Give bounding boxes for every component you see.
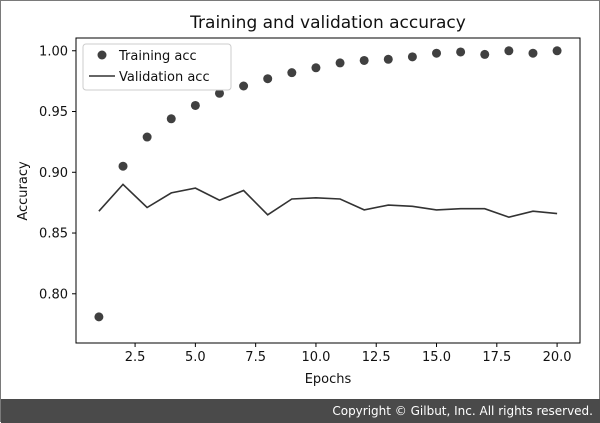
y-tick-label: 0.90	[39, 166, 68, 181]
training-acc-point	[407, 52, 417, 62]
training-acc-point	[456, 47, 466, 57]
copyright-text: Copyright © Gilbut, Inc. All rights rese…	[332, 404, 593, 418]
y-axis-ticks: 0.80 0.85 0.90 0.95 1.00	[39, 44, 76, 302]
chart-title: Training and validation accuracy	[189, 13, 466, 33]
x-tick-label: 5.0	[185, 350, 206, 365]
training-acc-point	[263, 74, 273, 84]
series-layer	[94, 46, 562, 322]
training-acc-point	[190, 100, 200, 110]
training-acc-point	[504, 46, 514, 56]
training-acc-point	[335, 58, 345, 68]
x-axis-ticks: 2.5 5.0 7.5 10.0 12.5 15.0 17.5 20.0	[125, 343, 572, 365]
training-acc-point	[552, 46, 562, 56]
y-tick-label: 0.95	[39, 105, 68, 120]
training-acc-point	[142, 132, 152, 142]
legend-label-training: Training acc	[118, 49, 197, 64]
training-acc-point	[311, 63, 321, 73]
y-tick-label: 0.85	[39, 227, 68, 242]
validation-acc-line	[98, 183, 558, 219]
y-tick-label: 1.00	[39, 44, 68, 59]
x-tick-label: 10.0	[301, 350, 330, 365]
training-acc-point	[359, 55, 369, 65]
legend: Training acc Validation acc	[82, 43, 232, 91]
accuracy-chart: Training and validation accuracy 2.5 5.0 7…	[16, 13, 581, 387]
training-acc-point	[287, 68, 297, 78]
y-axis-label: Accuracy	[16, 161, 31, 221]
training-acc-point	[94, 312, 104, 322]
x-tick-label: 17.5	[482, 350, 511, 365]
x-tick-label: 2.5	[125, 350, 146, 365]
x-tick-label: 20.0	[543, 350, 572, 365]
training-acc-point	[166, 114, 176, 124]
training-acc-point	[239, 81, 249, 91]
training-acc-point	[528, 48, 538, 58]
legend-marker-training	[97, 50, 107, 60]
legend-box	[82, 43, 232, 91]
x-tick-label: 12.5	[362, 350, 391, 365]
training-acc-point	[383, 54, 393, 64]
training-acc-point	[214, 88, 224, 98]
x-tick-label: 7.5	[245, 350, 266, 365]
x-axis-label: Epochs	[305, 372, 352, 387]
training-acc-point	[118, 161, 128, 171]
x-tick-label: 15.0	[422, 350, 451, 365]
legend-label-validation: Validation acc	[119, 70, 210, 85]
y-tick-label: 0.80	[39, 287, 68, 302]
training-acc-point	[480, 49, 490, 59]
copyright-footer: Copyright © Gilbut, Inc. All rights rese…	[1, 399, 600, 423]
training-acc-point	[432, 48, 442, 58]
